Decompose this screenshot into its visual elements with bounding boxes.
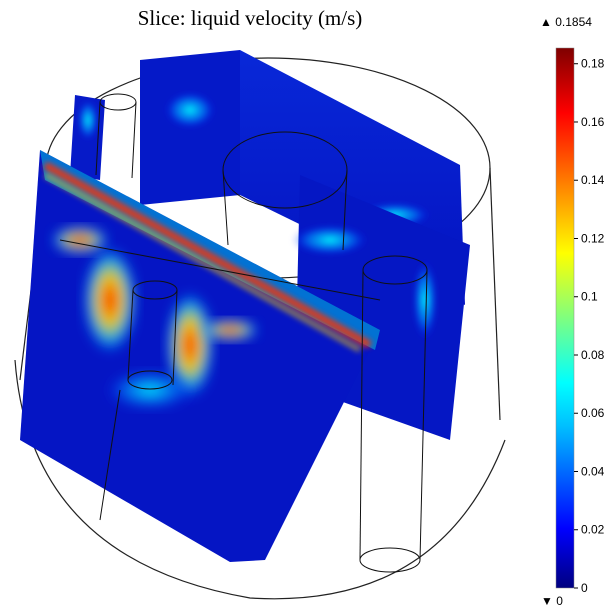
colorbar-tick-label: 0.1 xyxy=(581,290,598,304)
slice-plot-3d-view xyxy=(14,50,506,600)
colorbar-min-label: ▼ 0 xyxy=(541,594,563,608)
colorbar-gradient xyxy=(555,47,575,589)
colorbar-max-label: ▲ 0.1854 xyxy=(540,15,592,29)
colorbar-ticks: 0.18 0.16 0.14 0.12 0.1 0.08 0.06 0.04 0.02 0 xyxy=(574,57,605,595)
colorbar-tick-label: 0.12 xyxy=(581,231,605,245)
colorbar-tick-label: 0.04 xyxy=(581,464,605,478)
colorbar-tick-label: 0.08 xyxy=(581,348,605,362)
colorbar-tick-label: 0 xyxy=(581,581,588,595)
colorbar-tick-label: 0.18 xyxy=(581,57,605,71)
internal-geometry-outlines xyxy=(59,93,428,573)
slice-left xyxy=(70,95,105,180)
colorbar-tick-label: 0.06 xyxy=(581,406,605,420)
plot-title: Slice: liquid velocity (m/s) xyxy=(137,6,363,30)
colorbar-tick-label: 0.02 xyxy=(581,523,605,537)
colorbar-tick-label: 0.16 xyxy=(581,115,605,129)
slice-front xyxy=(20,150,380,562)
colorbar-tick-label: 0.14 xyxy=(581,173,605,187)
